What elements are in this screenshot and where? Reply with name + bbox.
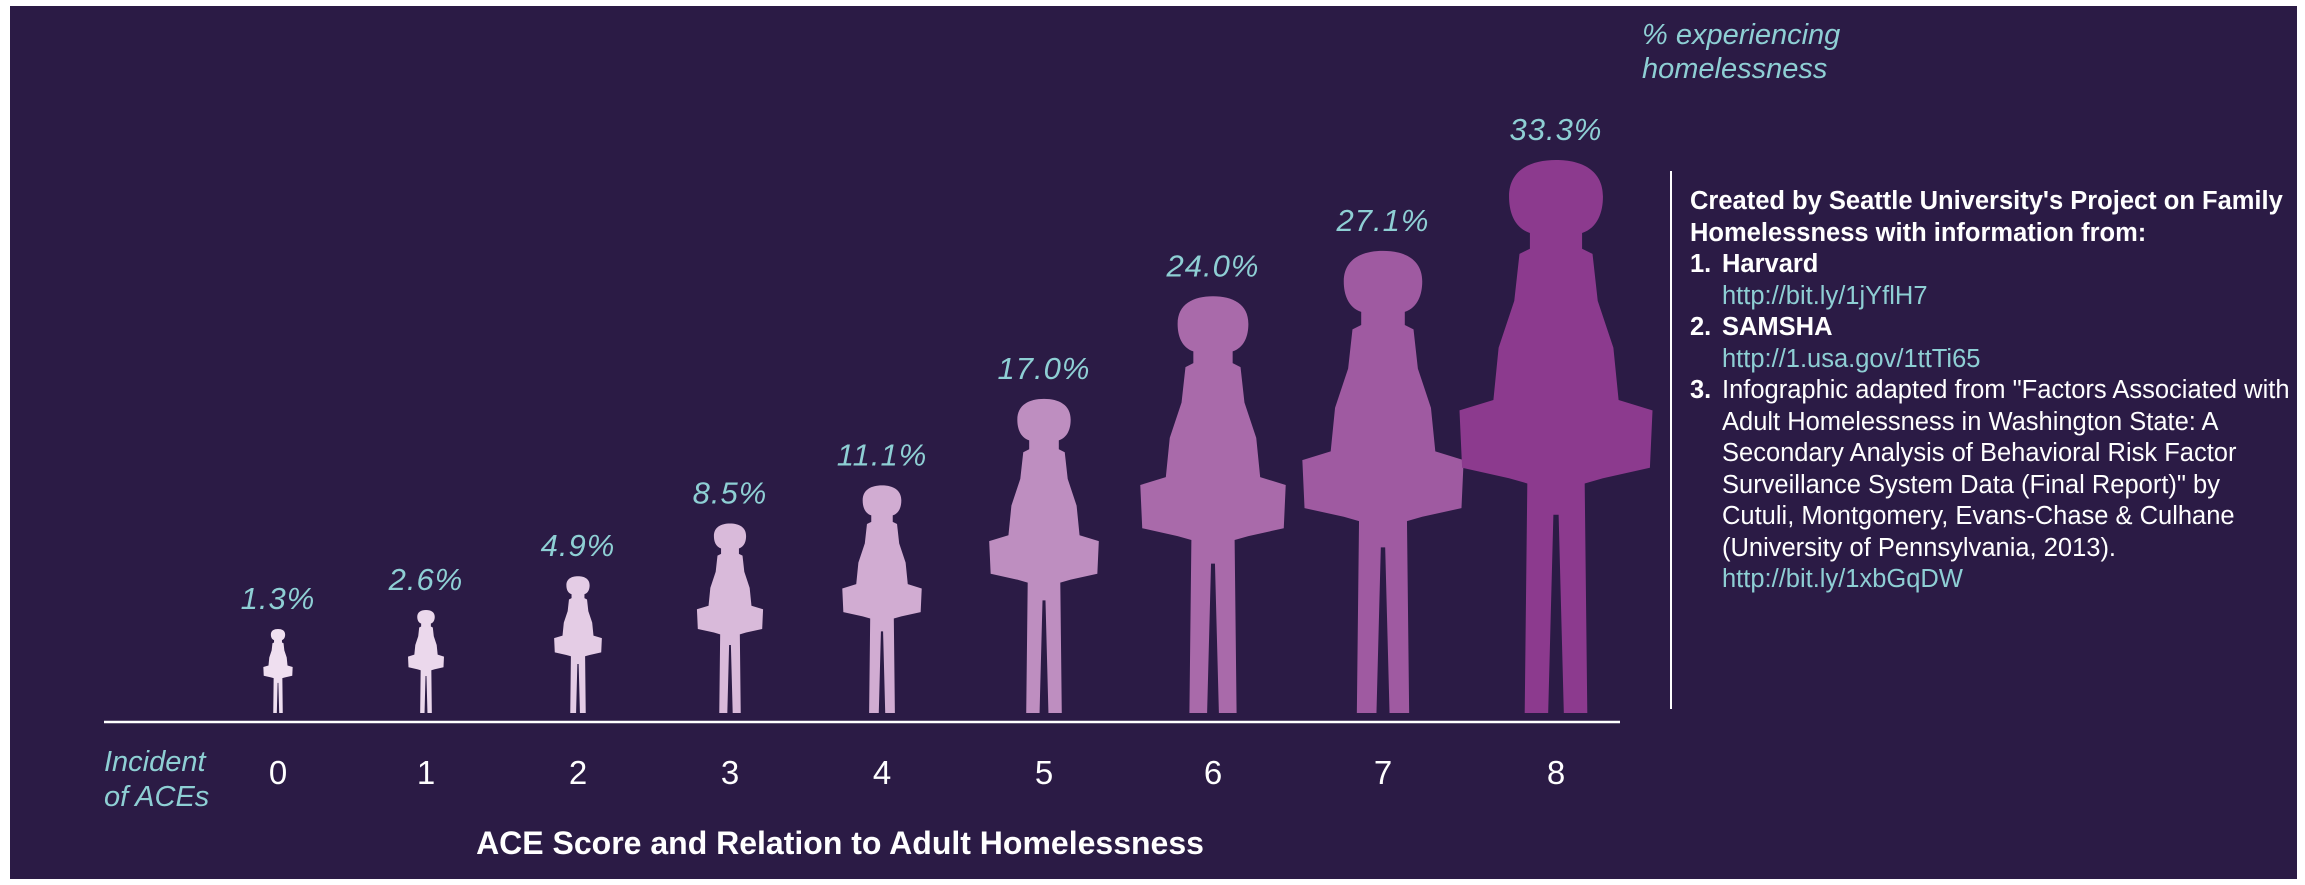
source-link-samsha[interactable]: http://1.usa.gov/1ttTi65 <box>1722 344 1981 373</box>
figure-mark-5 <box>989 398 1099 713</box>
x-tick-5: 5 <box>1035 754 1053 791</box>
value-label-2: 4.9% <box>541 528 616 563</box>
source-number: 2. <box>1690 313 1712 341</box>
source-link-report[interactable]: http://bit.ly/1xbGqDW <box>1722 565 1963 593</box>
value-label-8: 33.3% <box>1510 112 1603 147</box>
figure-mark-3 <box>696 523 764 713</box>
value-label-6: 24.0% <box>1166 248 1260 283</box>
sources-divider <box>1670 171 1672 709</box>
x-tick-7: 7 <box>1374 754 1392 791</box>
value-label-4: 11.1% <box>837 437 928 472</box>
x-tick-0: 0 <box>269 754 287 791</box>
figure-marks <box>263 160 1653 714</box>
sources-list: 1. Harvard http://bit.ly/1jYflH7 2. SAMS… <box>1690 249 2290 596</box>
x-tick-8: 8 <box>1547 754 1565 791</box>
figure-mark-0 <box>263 629 293 713</box>
ace-chart: % experiencing homelessness 1.3% 2.6% 4.9%… <box>104 19 1840 861</box>
x-tick-labels: 0 1 2 3 4 5 6 7 8 <box>269 754 1565 791</box>
sources-panel: Created by Seattle University's Project … <box>1690 186 2290 596</box>
source-item-report: 3. Infographic adapted from "Factors Ass… <box>1690 375 2290 596</box>
x-tick-6: 6 <box>1204 754 1222 791</box>
value-label-7: 27.1% <box>1336 203 1430 238</box>
source-link-harvard[interactable]: http://bit.ly/1jYflH7 <box>1722 281 1928 310</box>
measure-label-line2: homelessness <box>1642 53 1827 85</box>
source-number: 3. <box>1690 376 1712 404</box>
value-labels: 1.3% 2.6% 4.9% 8.5% 11.1% 17.0% 24.0% 27.1% 33.3… <box>241 112 1603 616</box>
source-item-harvard: 1. Harvard http://bit.ly/1jYflH7 <box>1690 249 2290 312</box>
sources-intro: Created by Seattle University's Project … <box>1690 187 2283 247</box>
figure-mark-8 <box>1459 160 1653 714</box>
value-label-3: 8.5% <box>693 475 768 510</box>
infographic-panel: % experiencing homelessness 1.3% 2.6% 4.9%… <box>10 6 2297 879</box>
x-tick-4: 4 <box>873 754 891 791</box>
figure-mark-1 <box>408 609 444 713</box>
measure-label-line1: % experiencing <box>1642 19 1840 51</box>
figure-mark-6 <box>1140 296 1286 713</box>
value-label-0: 1.3% <box>241 581 316 616</box>
x-tick-1: 1 <box>417 754 435 791</box>
source-name: Harvard <box>1722 250 1819 278</box>
x-tick-3: 3 <box>721 754 739 791</box>
axis-label-line1: Incident <box>104 746 208 778</box>
figure-mark-4 <box>842 485 922 713</box>
x-tick-2: 2 <box>569 754 587 791</box>
source-item-samsha: 2. SAMSHA http://1.usa.gov/1ttTi65 <box>1690 312 2290 375</box>
source-description: Infographic adapted from "Factors Associ… <box>1722 376 2290 562</box>
value-label-5: 17.0% <box>998 351 1091 386</box>
axis-label-line2: of ACEs <box>104 781 209 813</box>
source-name: SAMSHA <box>1722 313 1833 341</box>
value-label-1: 2.6% <box>388 562 464 597</box>
source-number: 1. <box>1690 250 1712 278</box>
chart-title: ACE Score and Relation to Adult Homeless… <box>476 825 1204 861</box>
figure-mark-2 <box>554 576 602 713</box>
figure-mark-7 <box>1302 250 1464 713</box>
